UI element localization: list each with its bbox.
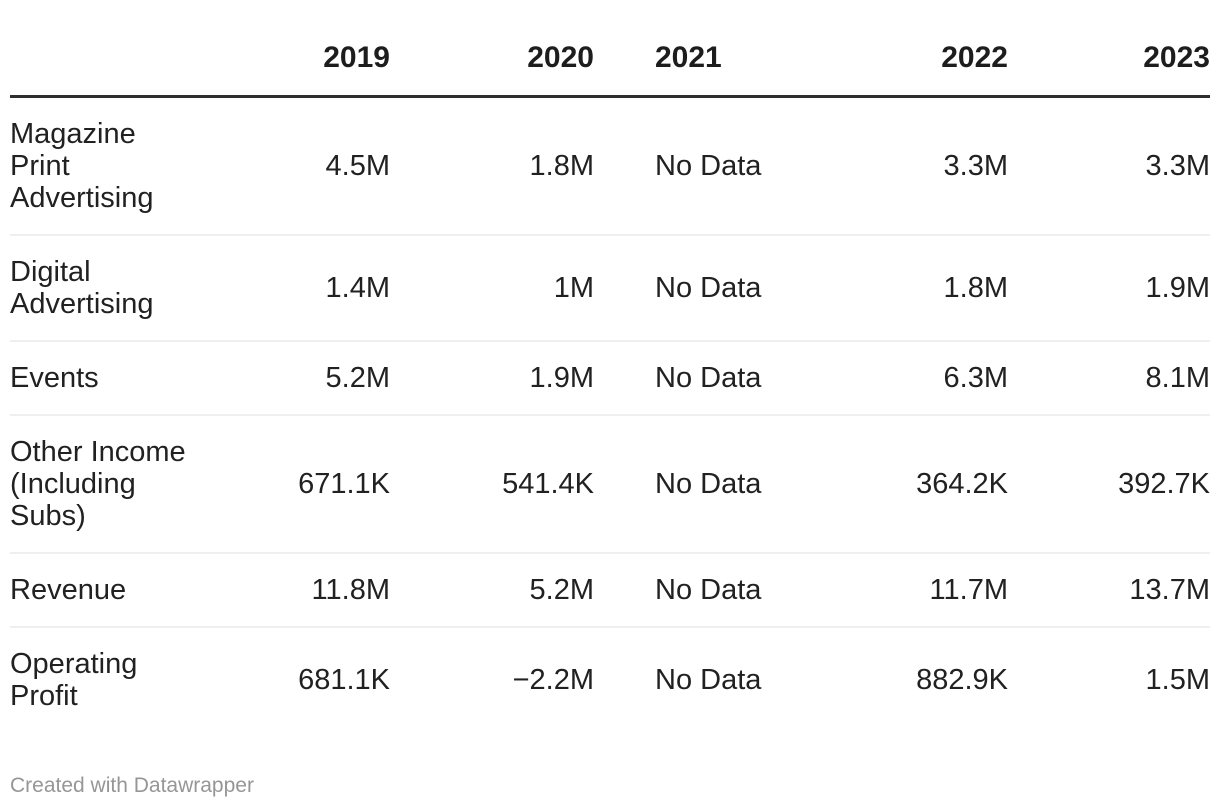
value-cell-2022: 3.3M bbox=[870, 96, 1018, 236]
value-cell-2019: 1.4M bbox=[202, 235, 400, 342]
value-cell-2022: 1.8M bbox=[870, 235, 1018, 342]
row-label-cell: Digital Advertising bbox=[10, 235, 202, 342]
value-cell-2023: 392.7K bbox=[1018, 415, 1210, 554]
table-body: Magazine Print Advertising 4.5M 1.8M No Dat… bbox=[10, 96, 1210, 733]
header-row: 2019 2020 2021 2022 2023 bbox=[10, 0, 1210, 98]
value-cell-2019: 5.2M bbox=[202, 341, 400, 416]
table-row: Digital Advertising 1.4M 1M No Data 1.8M 1.9M bbox=[10, 235, 1210, 342]
value-cell-2023: 3.3M bbox=[1018, 96, 1210, 236]
value-cell-2023: 1.9M bbox=[1018, 235, 1210, 342]
value-cell-2019: 4.5M bbox=[202, 96, 400, 236]
value-cell-2020: 5.2M bbox=[400, 553, 604, 628]
header-cell-label bbox=[10, 0, 202, 98]
value-cell-2022: 882.9K bbox=[916, 664, 1008, 696]
value-cell-2020: 1.8M bbox=[400, 96, 604, 236]
table-row: Revenue 11.8M 5.2M No Data 11.7M 13.7M bbox=[10, 553, 1210, 628]
header-cell-2022: 2022 bbox=[870, 0, 1018, 98]
table-row: Magazine Print Advertising 4.5M 1.8M No Dat… bbox=[10, 96, 1210, 236]
row-label-cell: Magazine Print Advertising bbox=[10, 96, 202, 236]
value-cell-2022: 364.2K bbox=[870, 415, 1018, 554]
value-cell-2019: 681.1K bbox=[298, 664, 390, 696]
value-cell-2021: No Data bbox=[604, 415, 870, 554]
value-cell-2021: No Data bbox=[604, 96, 870, 236]
header-cell-2019: 2019 bbox=[202, 0, 400, 98]
row-label-cell: Revenue bbox=[10, 553, 202, 628]
value-cell-2020: 541.4K bbox=[400, 415, 604, 554]
value-cell-2021: No Data bbox=[655, 664, 762, 696]
header-cell-2020: 2020 bbox=[400, 0, 604, 98]
value-cell-2023: 1.5M bbox=[1145, 664, 1210, 696]
value-cell-2020: −2.2M bbox=[512, 664, 594, 696]
value-cell-2019: 11.8M bbox=[202, 553, 400, 628]
header-cell-2021: 2021 bbox=[604, 0, 870, 98]
value-cell-2021: No Data bbox=[604, 341, 870, 416]
header-cell-2023: 2023 bbox=[1018, 0, 1210, 98]
value-cell-2021: No Data bbox=[604, 553, 870, 628]
datawrapper-credit-link[interactable]: Created with Datawrapper bbox=[10, 774, 254, 797]
table-row: Events 5.2M 1.9M No Data 6.3M 8.1M bbox=[10, 341, 1210, 416]
row-label-cell: Events bbox=[10, 341, 202, 416]
value-cell-2021: No Data bbox=[604, 235, 870, 342]
value-cell-2023: 13.7M bbox=[1018, 553, 1210, 628]
table-row: Operating Profit 681.1K −2.2M No Data 882.9K… bbox=[10, 627, 1210, 732]
table-row: Other Income (Including Subs) 671.1K 541.4… bbox=[10, 415, 1210, 554]
row-label-cell: Operating Profit bbox=[10, 648, 138, 712]
footer: Created with Datawrapper bbox=[10, 774, 1210, 798]
value-cell-2023: 8.1M bbox=[1018, 341, 1210, 416]
financial-table: 2019 2020 2021 2022 2023 Magazine Print … bbox=[10, 0, 1210, 732]
value-cell-2020: 1.9M bbox=[400, 341, 604, 416]
value-cell-2022: 11.7M bbox=[870, 553, 1018, 628]
row-label-cell: Other Income (Including Subs) bbox=[10, 415, 202, 554]
value-cell-2019: 671.1K bbox=[202, 415, 400, 554]
value-cell-2022: 6.3M bbox=[870, 341, 1018, 416]
value-cell-2020: 1M bbox=[400, 235, 604, 342]
table-header: 2019 2020 2021 2022 2023 bbox=[10, 0, 1210, 98]
